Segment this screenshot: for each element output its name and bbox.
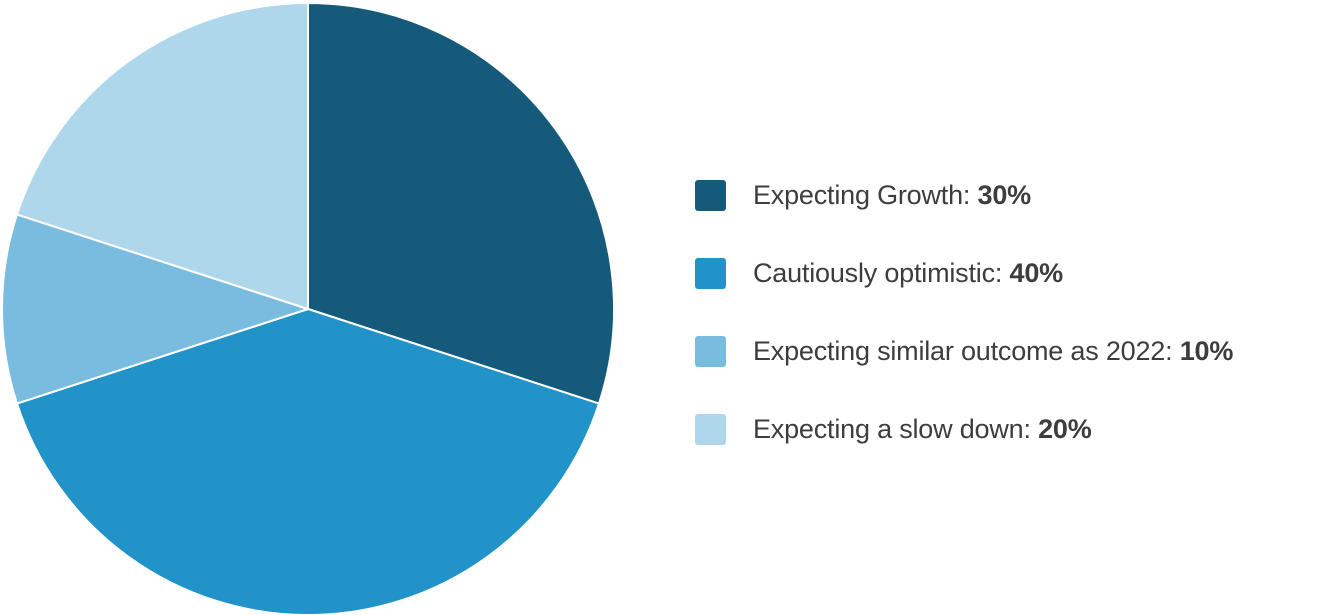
legend-item-expecting-growth: Expecting Growth: 30% <box>695 178 1334 212</box>
legend-swatch <box>695 413 726 445</box>
legend-item-similar-outcome: Expecting similar outcome as 2022: 10% <box>695 334 1334 368</box>
legend-value: 20% <box>1038 413 1092 444</box>
legend-value: 40% <box>1009 257 1064 288</box>
legend-label: Expecting Growth: 30% <box>753 179 1032 210</box>
legend-item-slow-down: Expecting a slow down: 20% <box>695 412 1334 446</box>
legend-label: Expecting similar outcome as 2022: 10% <box>753 335 1234 366</box>
legend-value: 10% <box>1179 335 1234 366</box>
pie-slice-slow-down <box>15 2 309 310</box>
legend-label: Cautiously optimistic: 40% <box>753 257 1064 288</box>
legend-swatch <box>695 257 726 289</box>
legend-label: Expecting a slow down: 20% <box>753 413 1092 444</box>
pie-slice-expecting-growth <box>307 2 615 405</box>
legend-swatch <box>695 179 726 211</box>
pie-slice-similar-outcome <box>1 213 309 405</box>
legend-value: 30% <box>977 179 1032 210</box>
legend-item-cautiously-optimistic: Cautiously optimistic: 40% <box>695 256 1334 290</box>
legend-swatch <box>695 335 726 367</box>
legend: Expecting Growth: 30% Cautiously optimis… <box>695 178 1334 490</box>
pie-chart <box>1 2 615 615</box>
